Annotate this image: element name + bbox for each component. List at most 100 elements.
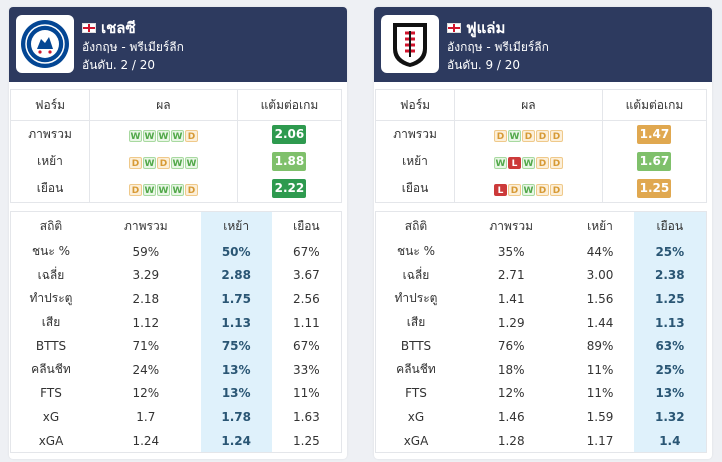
stat-value: 59% [132,244,160,259]
team-name[interactable]: เชลซี [101,19,136,37]
england-flag-icon [82,23,96,33]
stats-row: xG 1.46 1.59 1.32 [375,405,707,429]
league-rank: อันดับ. 9 / 20 [447,58,521,72]
stat-value: 44% [586,244,614,259]
stats-row: xGA 1.28 1.17 1.4 [375,428,707,454]
form-result-pill[interactable]: W [170,183,184,196]
stat-value: 1.17 [566,428,634,454]
stat-value: 25% [633,240,707,264]
stats-row: คลีนชีท 18% 11% 25% [375,357,707,382]
form-result-pill[interactable]: D [128,183,142,196]
stat-value: 1.11 [271,310,342,335]
stat-value: 25% [633,357,707,382]
form-result-pill[interactable]: W [142,156,156,169]
stat-value: 1.24 [91,428,201,454]
ppg-badge: 1.25 [637,179,672,198]
stat-label: ชนะ % [375,240,456,264]
form-result-pill[interactable]: W [493,156,507,169]
stat-value: 67% [271,240,342,264]
stat-value: 1.41 [497,291,525,306]
stat-value: 3.67 [271,263,342,288]
form-header-results: ผล [89,89,238,121]
stat-value: 13% [633,381,707,406]
form-result-pill[interactable]: D [549,129,563,142]
form-result-pill[interactable]: D [128,156,142,169]
ppg-badge: 2.22 [272,179,307,198]
form-result-pill[interactable]: D [156,156,170,169]
form-result-pill[interactable]: D [535,156,549,169]
form-result-pill[interactable]: D [535,183,549,196]
form-result-pill[interactable]: D [549,156,563,169]
form-result-pill[interactable]: W [156,183,170,196]
england-flag-icon [447,23,461,33]
form-result-pill[interactable]: W [170,129,184,142]
form-result-pill[interactable]: W [156,129,170,142]
ppg-badge: 1.47 [637,125,672,144]
stat-value: 2.88 [200,263,272,288]
stat-value: 2.56 [271,287,342,311]
form-result-pill[interactable]: D [521,129,535,142]
stats-header-away: เยือน [633,211,707,240]
stat-value: 11% [586,386,614,401]
league-name[interactable]: อังกฤษ - พรีเมียร์ลีก [82,40,184,54]
stat-label: FTS [375,381,456,406]
form-result-pill[interactable]: D [184,183,198,196]
form-result-pill[interactable]: W [507,129,521,142]
stat-value: 1.46 [497,409,525,424]
stat-value: 2.18 [132,291,160,306]
chelsea-crest-icon[interactable] [16,15,74,73]
form-result-pill[interactable]: W [170,156,184,169]
stat-value: 12% [497,386,525,401]
stats-row: FTS 12% 11% 13% [375,381,707,406]
form-result-pill[interactable]: W [184,156,198,169]
stat-label: xG [375,405,456,429]
form-result-pill[interactable]: D [184,129,198,142]
stat-label: คลีนชีท [375,357,456,382]
stat-label: BTTS [10,334,91,358]
ppg-badge: 1.67 [637,152,672,171]
stat-value: 1.56 [586,291,614,306]
ppg-badge: 1.88 [272,152,307,171]
form-row-label: เยือน [374,175,456,203]
stat-value: 2.71 [497,268,525,283]
form-result-pill[interactable]: W [521,183,535,196]
stat-value: 3.29 [132,268,160,283]
form-result-pill[interactable]: W [142,129,156,142]
fulham-crest-icon[interactable] [381,15,439,73]
form-row-label: เหย้า [374,148,456,175]
form-result-pill[interactable]: W [128,129,142,142]
form-result-pill[interactable]: D [549,183,563,196]
form-result-pill[interactable]: L [493,183,507,196]
stat-value: 3.00 [586,268,614,283]
league-name[interactable]: อังกฤษ - พรีเมียร์ลีก [447,40,549,54]
form-result-pill[interactable]: D [535,129,549,142]
form-result-pill[interactable]: L [507,156,521,169]
stat-value: 76% [497,339,525,354]
stats-row: FTS 12% 13% 11% [10,381,342,406]
stat-value: 1.13 [200,310,272,335]
team-card-chelsea: เชลซี อังกฤษ - พรีเมียร์ลีก อันดับ. 2 / … [9,7,347,459]
stats-row: เสีย 1.29 1.44 1.13 [375,310,707,335]
form-result-pill[interactable]: W [142,183,156,196]
stats-header-home: เหย้า [200,211,272,240]
form-header-form: ฟอร์ม [374,89,456,121]
stat-value: 11% [586,362,614,377]
stat-value: 1.4 [633,428,707,454]
stat-value: 11% [271,381,342,406]
form-result-pill[interactable]: D [493,129,507,142]
stat-label: ทำประตู [10,287,91,311]
stat-value: 13% [200,357,272,382]
team-name[interactable]: ฟูแล่ม [466,19,506,37]
stat-value: 1.78 [200,405,272,429]
stats-header-home: เหย้า [566,211,634,240]
form-result-pill[interactable]: D [507,183,521,196]
form-result-pill[interactable]: W [521,156,535,169]
